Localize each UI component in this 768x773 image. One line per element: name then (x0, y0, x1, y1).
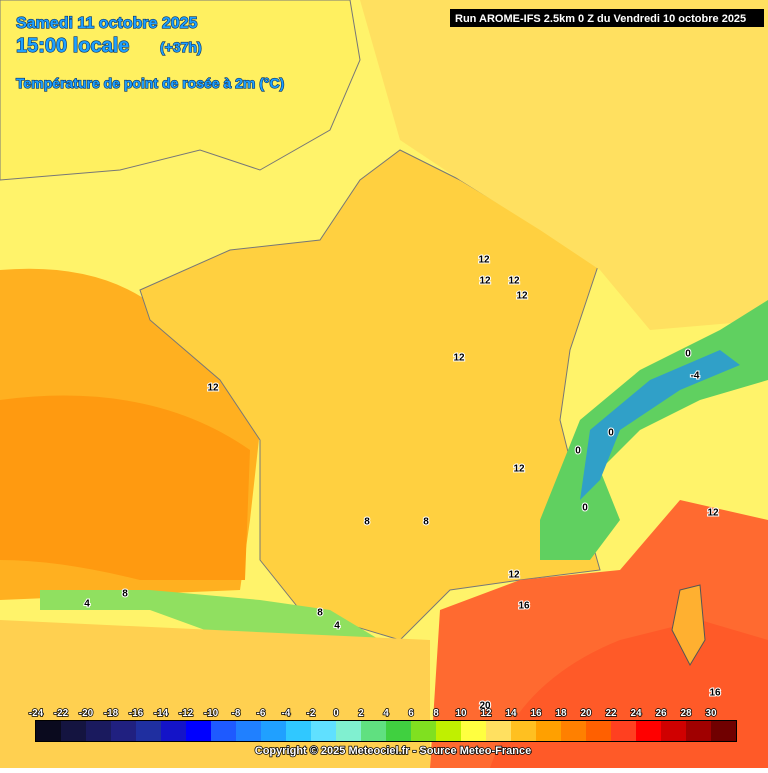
colorbar-tick-label: 16 (530, 708, 542, 719)
contour-label: 12 (478, 255, 490, 266)
run-box (450, 9, 764, 27)
colorbar-tick-label: 30 (705, 708, 717, 719)
contour-label: 0 (685, 349, 691, 360)
colorbar-swatch (561, 721, 586, 741)
contour-label: 12 (508, 276, 520, 287)
colorbar-tick-label: -12 (179, 708, 194, 719)
colorbar-tick-label: 8 (433, 708, 439, 719)
contour-label: 8 (423, 517, 429, 528)
uk (0, 0, 361, 181)
colorbar-swatch (261, 721, 286, 741)
colorbar-tick-label: -2 (307, 708, 316, 719)
colorbar-swatch (311, 721, 336, 741)
colorbar-tick-label: 20 (580, 708, 592, 719)
contour-label: 0 (582, 503, 588, 514)
colorbar-tick-label: 6 (408, 708, 414, 719)
colorbar-tick-label: 4 (383, 708, 389, 719)
colorbar-tick-label: -22 (54, 708, 69, 719)
lead-time: (+37h) (160, 39, 202, 55)
contour-label: 0 (608, 428, 614, 439)
colorbar-swatch (111, 721, 136, 741)
colorbar-swatch (36, 721, 61, 741)
colorbar-swatch (386, 721, 411, 741)
colorbar-swatch (236, 721, 261, 741)
colorbar-tick-label: 14 (505, 708, 517, 719)
colorbar-swatch (636, 721, 661, 741)
colorbar-tick-label: -24 (29, 708, 44, 719)
contour-label: 20 (479, 701, 491, 712)
alps-high (580, 350, 740, 500)
colorbar-swatch (286, 721, 311, 741)
colorbar-tick-label: 2 (358, 708, 364, 719)
contour-label: 8 (364, 517, 370, 528)
time: 15:00 locale (16, 35, 129, 57)
colorbar-tick-label: 24 (630, 708, 642, 719)
colorbar-tick-label: 10 (455, 708, 467, 719)
contour-label: 12 (513, 464, 525, 475)
colorbar-swatch (536, 721, 561, 741)
contour-label: 12 (508, 570, 520, 581)
colorbar-swatch (486, 721, 511, 741)
colorbar-tick-label: -14 (154, 708, 169, 719)
colorbar-swatch (586, 721, 611, 741)
contour-label: 16 (709, 688, 721, 699)
colorbar-tick-label: 0 (333, 708, 339, 719)
colorbar-swatch (686, 721, 711, 741)
colorbar-swatch (336, 721, 361, 741)
colorbar-tick-label: -8 (232, 708, 241, 719)
contour-label: 0 (575, 446, 581, 457)
colorbar-swatch (461, 721, 486, 741)
contour-label: 4 (84, 599, 90, 610)
colorbar-tick-label: -16 (129, 708, 144, 719)
colorbar-tick-label: 26 (655, 708, 667, 719)
colorbar-tick-label: -10 (204, 708, 219, 719)
bay-of-biscay (0, 395, 250, 580)
run-info: Run AROME-IFS 2.5km 0 Z du Vendredi 10 o… (455, 13, 746, 25)
date: Samedi 11 octobre 2025 (16, 15, 198, 32)
colorbar-tick-label: 12 (480, 708, 492, 719)
colorbar-tick-label: -20 (79, 708, 94, 719)
colorbar-swatch (61, 721, 86, 741)
colorbar-tick-label: 28 (680, 708, 692, 719)
contour-label: 16 (518, 601, 530, 612)
colorbar-swatch (211, 721, 236, 741)
colorbar-tick-label: -4 (282, 708, 291, 719)
colorbar-tick-label: 22 (605, 708, 617, 719)
contour-label: -4 (691, 371, 700, 382)
colorbar-tick-label: -18 (104, 708, 119, 719)
contour-label: 8 (122, 589, 128, 600)
contour-label: 4 (334, 621, 340, 632)
colorbar-swatch (86, 721, 111, 741)
copyright: Copyright © 2025 Meteociel.fr - Source M… (255, 745, 531, 757)
colorbar-swatch (411, 721, 436, 741)
corsica (671, 584, 706, 667)
north-europe (360, 0, 768, 330)
parameter: Température de point de rosée à 2m (°C) (16, 75, 284, 91)
contour-label: 8 (317, 608, 323, 619)
colorbar-swatch (611, 721, 636, 741)
colorbar-swatch (661, 721, 686, 741)
colorbar-swatch (186, 721, 211, 741)
contour-label: 12 (516, 291, 528, 302)
contour-label: 12 (453, 353, 465, 364)
colorbar-tick-label: 18 (555, 708, 567, 719)
contour-label: 12 (707, 508, 719, 519)
contour-label: 12 (207, 383, 219, 394)
contour-label: 12 (479, 276, 491, 287)
colorbar-tick-label: -6 (257, 708, 266, 719)
colorbar-swatch (136, 721, 161, 741)
colorbar-swatch (361, 721, 386, 741)
colorbar-swatch (161, 721, 186, 741)
colorbar-swatch (511, 721, 536, 741)
colorbar-swatch (436, 721, 461, 741)
colorbar-swatch (711, 721, 736, 741)
